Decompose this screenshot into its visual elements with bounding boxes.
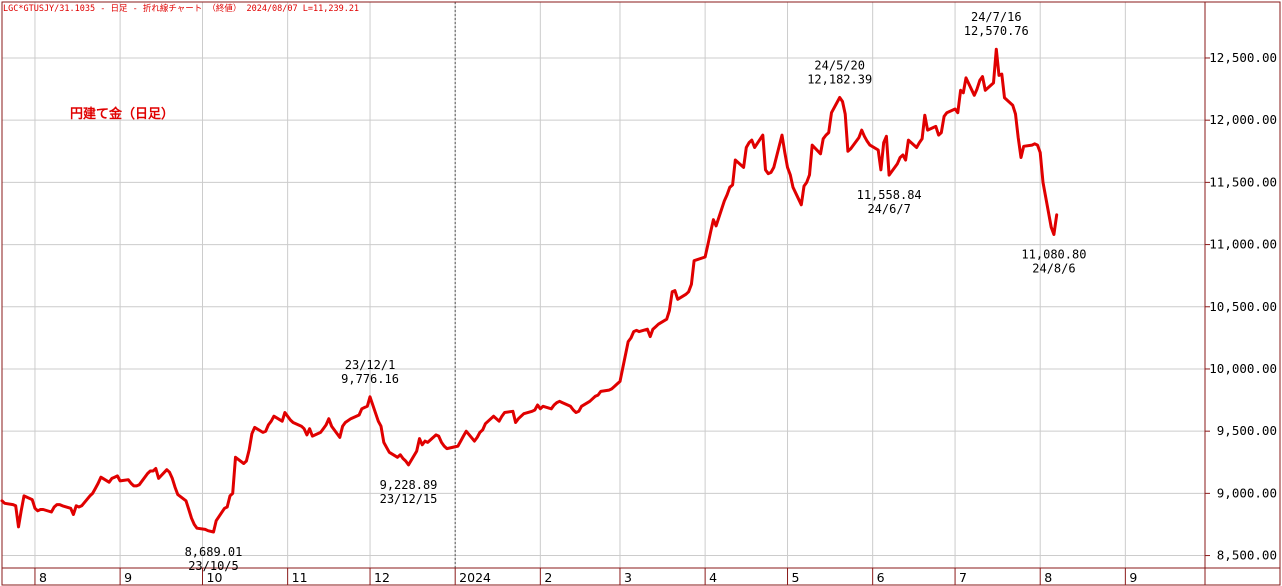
- x-tick-label: 9: [1129, 570, 1137, 585]
- y-tick-label: 12,500.00: [1209, 50, 1277, 65]
- annotation-line-2: 24/8/6: [1032, 262, 1075, 276]
- extreme-annotation: 23/12/19,776.16: [341, 358, 399, 386]
- annotation-line-1: 8,689.01: [185, 545, 243, 559]
- annotation-line-2: 23/10/5: [188, 559, 239, 573]
- x-tick-label: 2: [544, 570, 552, 585]
- y-tick-label: 9,500.00: [1217, 423, 1277, 438]
- chart-title: 円建て金（日足）: [70, 106, 174, 122]
- x-tick-label: 7: [959, 570, 967, 585]
- x-tick-label: 11: [292, 570, 308, 585]
- price-series-line: [0, 47, 1059, 534]
- annotation-line-2: 12,570.76: [964, 24, 1029, 38]
- x-tick-label: 8: [1044, 570, 1052, 585]
- x-tick-label: 10: [207, 570, 223, 585]
- y-tick-label: 10,500.00: [1209, 299, 1277, 314]
- x-tick-label: 5: [792, 570, 800, 585]
- x-tick-label: 12: [374, 570, 390, 585]
- x-tick-label: 2024: [459, 570, 491, 585]
- x-tick-label: 9: [124, 570, 132, 585]
- y-tick-label: 9,000.00: [1217, 485, 1277, 500]
- annotation-line-1: 9,228.89: [380, 478, 438, 492]
- annotation-line-1: 11,080.80: [1021, 248, 1086, 262]
- annotation-line-1: 23/12/1: [345, 358, 396, 372]
- y-tick-label: 10,000.00: [1209, 361, 1277, 376]
- x-tick-label: 6: [877, 570, 885, 585]
- annotation-line-1: 24/5/20: [814, 58, 865, 72]
- grid-layer: [2, 2, 1205, 568]
- y-tick-label: 12,000.00: [1209, 112, 1277, 127]
- x-tick-label: 4: [709, 570, 717, 585]
- annotation-line-2: 23/12/15: [380, 492, 438, 506]
- annotation-layer: 8,689.0123/10/523/12/19,776.169,228.8923…: [185, 10, 1087, 573]
- annotation-line-2: 12,182.39: [807, 72, 872, 86]
- y-tick-label: 11,500.00: [1209, 174, 1277, 189]
- annotation-line-2: 9,776.16: [341, 372, 399, 386]
- annotation-line-1: 24/7/16: [971, 10, 1022, 24]
- annotation-line-1: 11,558.84: [857, 188, 922, 202]
- annotation-line-2: 24/6/7: [867, 202, 910, 216]
- x-tick-label: 8: [39, 570, 47, 585]
- y-tick-label: 11,000.00: [1209, 237, 1277, 252]
- x-tick-label: 3: [624, 570, 632, 585]
- chart-header-text: LGC*GTUSJY/31.1035 - 日足 - 折れ線チャート （終値） 2…: [3, 3, 359, 14]
- y-tick-label: 8,500.00: [1217, 548, 1277, 563]
- series-layer: [0, 47, 1059, 534]
